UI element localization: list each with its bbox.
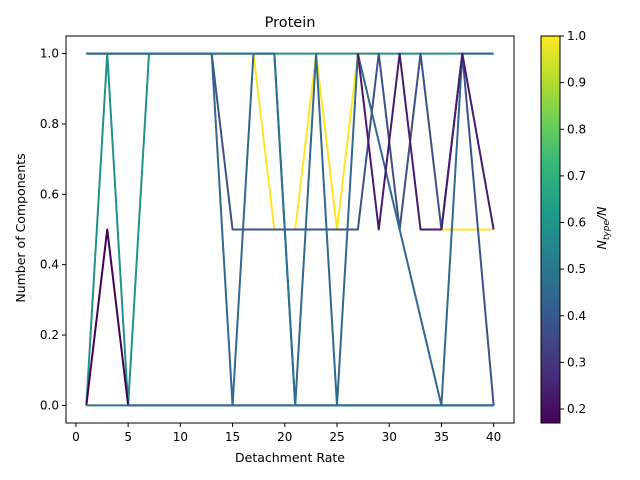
colorbar-label-sub: type	[602, 220, 612, 241]
colorbar-tick-label: 0.3	[567, 355, 586, 369]
colorbar-tick-label: 0.6	[567, 216, 586, 230]
y-tick-label: 0.8	[40, 117, 59, 131]
colorbar-tick-label: 1.0	[567, 29, 586, 43]
plot-frame	[65, 35, 515, 424]
x-tick-label: 10	[173, 430, 188, 444]
x-tick-label: 5	[124, 430, 132, 444]
y-tick-label: 0.2	[40, 328, 59, 342]
colorbar-tick-label: 0.2	[567, 402, 586, 416]
series-line-7	[356, 52, 495, 231]
y-tick-label: 0.4	[40, 258, 59, 272]
colorbar-tick-label: 0.8	[567, 122, 586, 136]
x-tick-label: 25	[329, 430, 344, 444]
x-tick-label: 30	[382, 430, 397, 444]
colorbar-label: Ntype/N	[594, 206, 612, 250]
x-tick-label: 35	[434, 430, 449, 444]
y-tick-label: 0.6	[40, 187, 59, 201]
colorbar-tick-label: 0.5	[567, 262, 586, 276]
colorbar-label-tail: /N	[594, 206, 609, 221]
x-tick-label: 0	[72, 430, 80, 444]
colorbar-tick-label: 0.4	[567, 309, 586, 323]
x-tick-label: 20	[277, 430, 292, 444]
colorbar: 0.2 0.3 0.4 0.5 0.6 0.7 0.8 0.9 1.0	[540, 29, 586, 424]
y-axis-label: Number of Components	[13, 153, 28, 302]
chart-title: Protein	[265, 15, 316, 31]
x-tick-label: 15	[225, 430, 240, 444]
x-tick-label: 40	[486, 430, 501, 444]
colorbar-label-main: N	[594, 240, 609, 250]
colorbar-tick-label: 0.9	[567, 76, 586, 90]
x-axis-label: Detachment Rate	[235, 450, 345, 465]
colorbar-gradient	[541, 36, 560, 423]
colorbar-tick-label: 0.7	[567, 169, 586, 183]
colorbar-frame	[540, 35, 561, 424]
y-tick-label: 0.0	[40, 398, 59, 412]
series-line-5	[86, 52, 494, 407]
y-tick-label: 1.0	[40, 47, 59, 61]
plot-area: 0 5 10 15 20 25 30 35 40 0.0 0.2 0.4 0.6 0.8 1.0	[40, 35, 515, 444]
